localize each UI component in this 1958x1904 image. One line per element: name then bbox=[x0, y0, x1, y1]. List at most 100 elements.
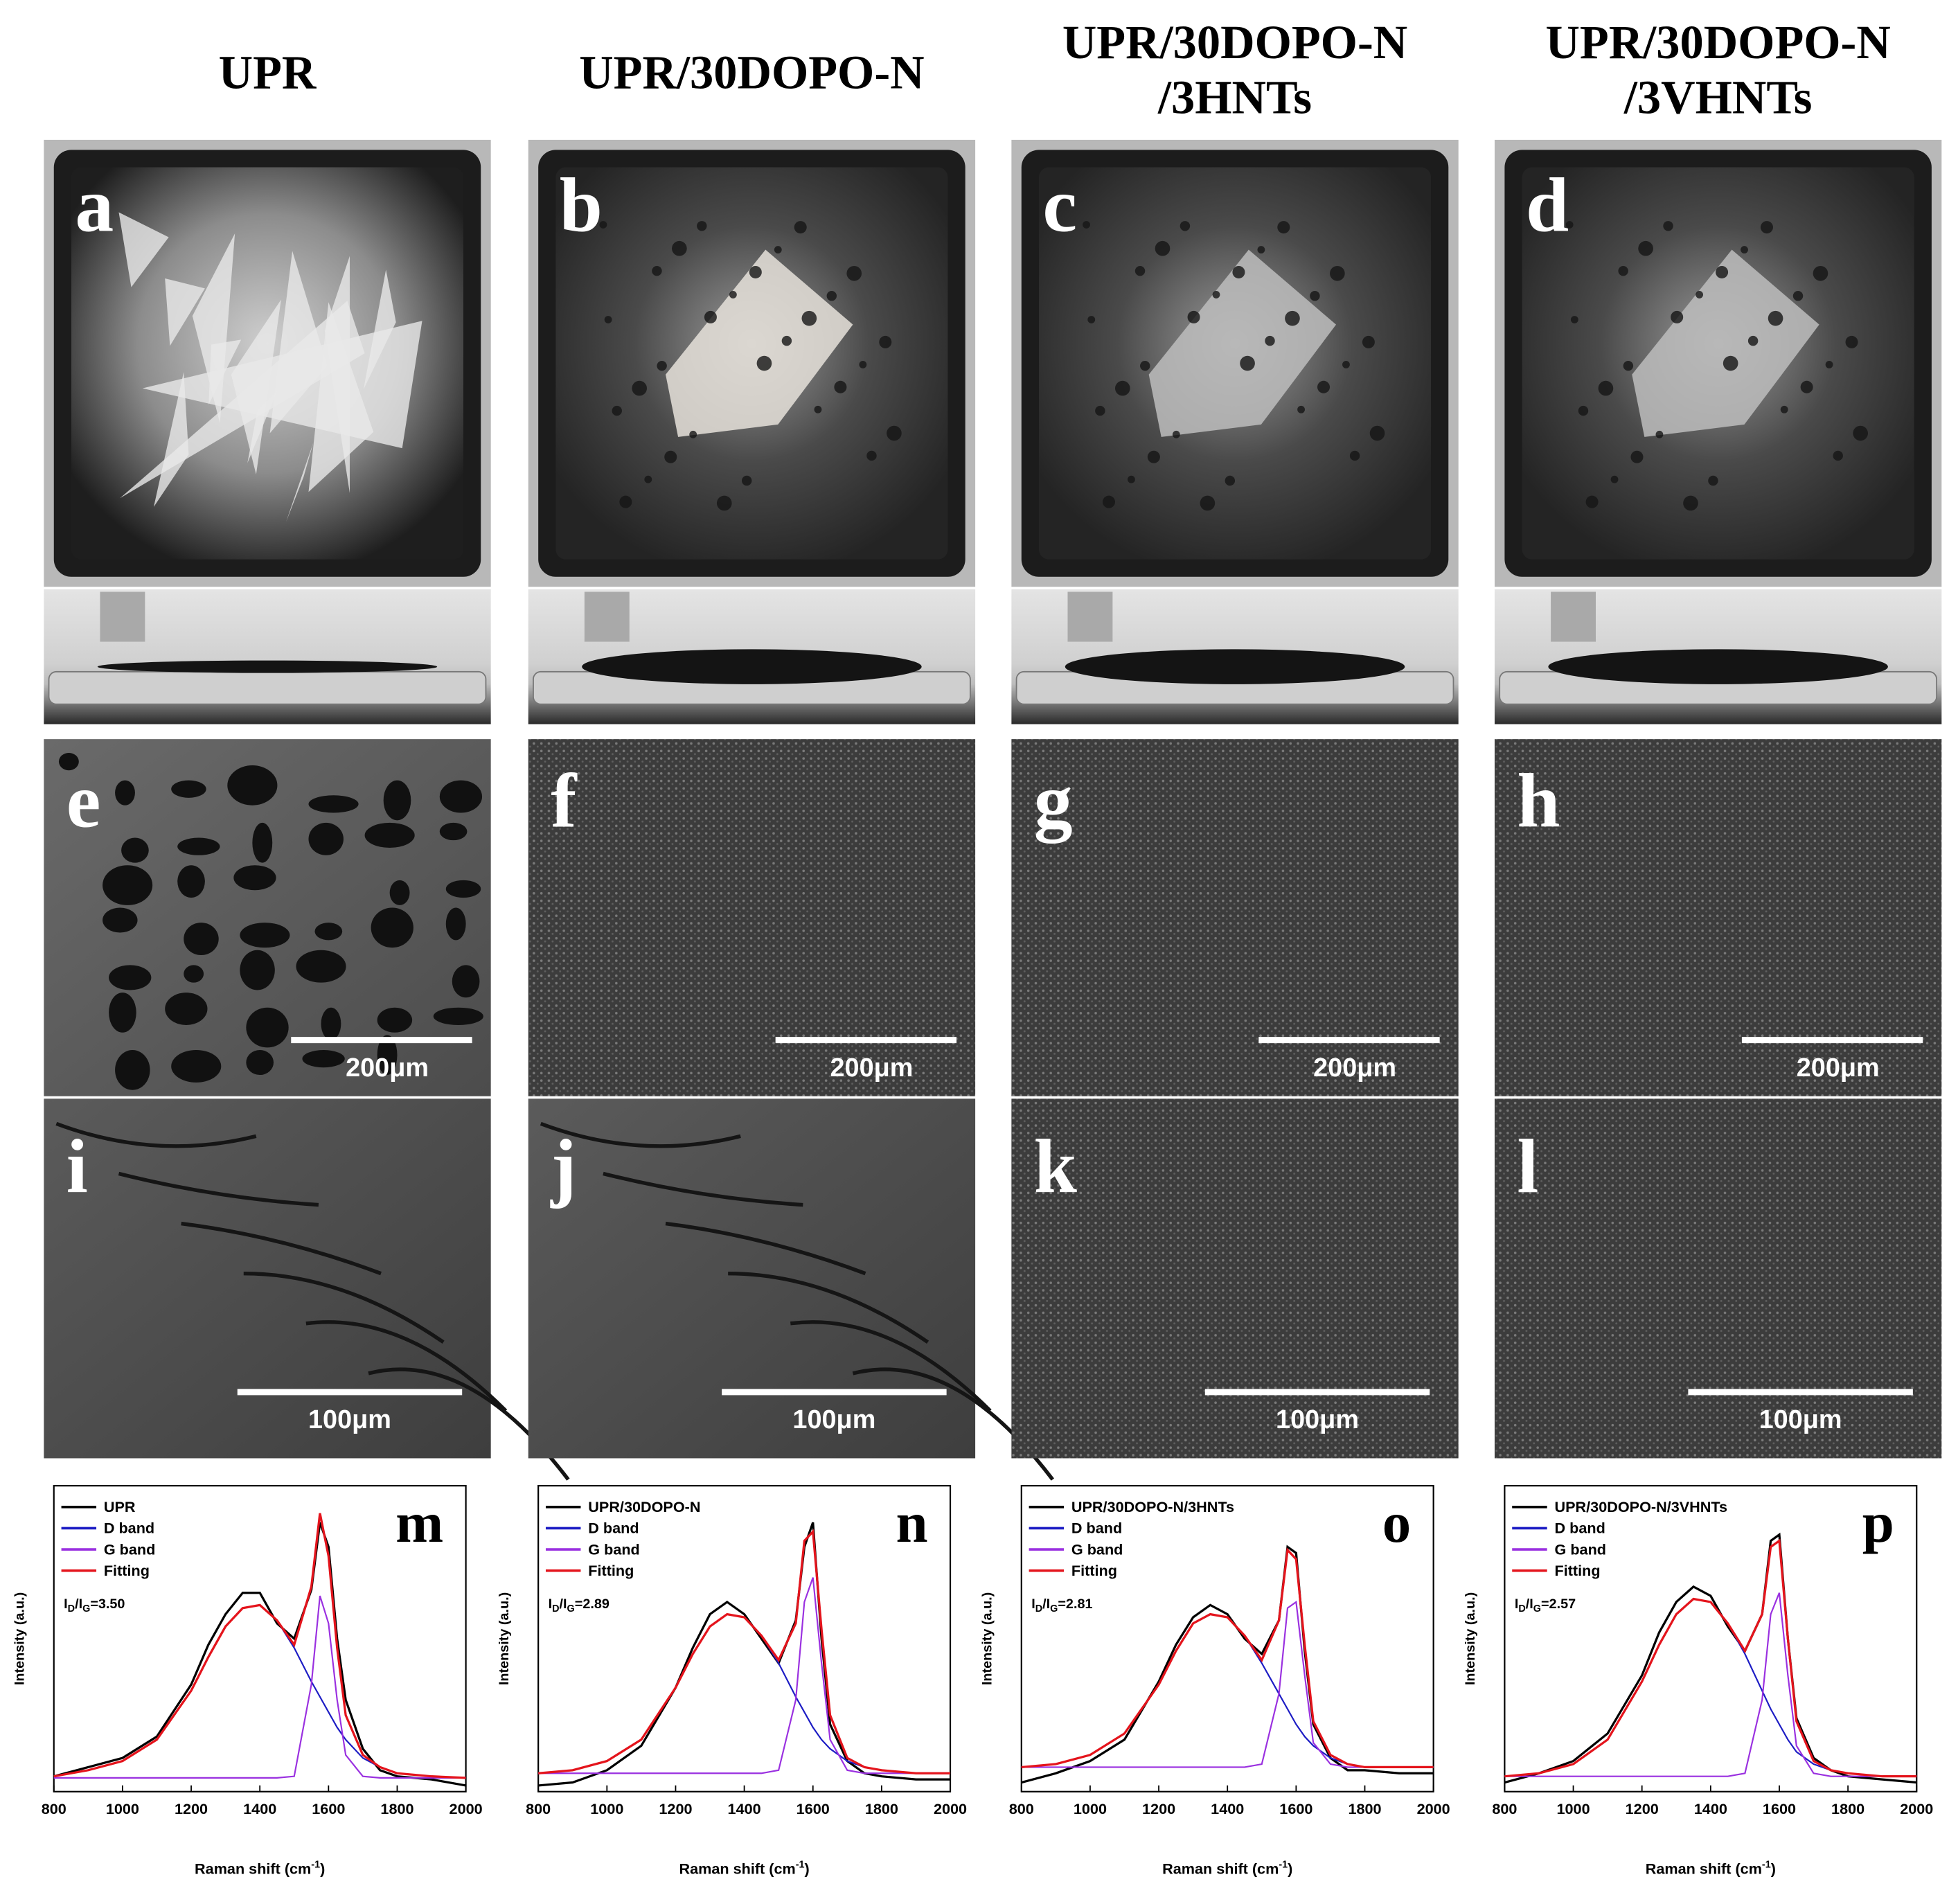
char-pore bbox=[1630, 450, 1644, 463]
panel-letter: f bbox=[551, 758, 578, 844]
y-axis-title: Intensity (a.u.) bbox=[12, 1592, 27, 1685]
panel-letter: e bbox=[66, 758, 101, 844]
legend-label: D band bbox=[1555, 1520, 1605, 1537]
ratio-subscript: D bbox=[68, 1603, 75, 1614]
y-axis-title: Intensity (a.u.) bbox=[980, 1592, 995, 1685]
char-pore bbox=[1833, 450, 1843, 461]
sem-pore bbox=[171, 780, 206, 798]
char-pore bbox=[1095, 405, 1105, 416]
panel-letter: g bbox=[1034, 758, 1073, 844]
char-pore bbox=[749, 265, 762, 278]
x-axis-title: Raman shift (cm-1) bbox=[195, 1860, 325, 1878]
series-line bbox=[538, 1577, 951, 1774]
ratio-subscript: D bbox=[1035, 1603, 1042, 1614]
char-pore bbox=[1362, 335, 1375, 348]
ratio-subscript: G bbox=[1533, 1603, 1541, 1614]
panel-letter: b bbox=[560, 162, 603, 248]
x-tick-label: 1400 bbox=[1694, 1800, 1727, 1817]
ratio-text: /I bbox=[1526, 1596, 1533, 1612]
ratio-annotation: ID/IG=3.50 bbox=[64, 1596, 125, 1614]
char-pore bbox=[1317, 380, 1330, 393]
x-tick-label: 2000 bbox=[1900, 1800, 1933, 1817]
sem-crack bbox=[55, 1121, 257, 1148]
x-tick-label: 800 bbox=[42, 1800, 66, 1817]
char-pore bbox=[1813, 265, 1828, 281]
char-pore bbox=[1212, 291, 1220, 299]
char-pore bbox=[689, 430, 697, 438]
panel-letter: a bbox=[75, 162, 114, 248]
ratio-text: /I bbox=[560, 1596, 567, 1612]
sem-pore bbox=[165, 993, 208, 1025]
char-pore bbox=[1102, 495, 1115, 508]
photo-top bbox=[528, 139, 976, 587]
x-axis-title-part: ) bbox=[1288, 1860, 1292, 1878]
sem-crack bbox=[603, 1171, 803, 1207]
x-tick-label: 1800 bbox=[1348, 1800, 1381, 1817]
sem-pore bbox=[184, 965, 204, 983]
panel-letter: h bbox=[1517, 758, 1560, 844]
column-title: /3VHNTs bbox=[1623, 71, 1812, 124]
legend-label: D band bbox=[588, 1520, 639, 1537]
sem-pore bbox=[308, 795, 359, 813]
x-tick-label: 1600 bbox=[1763, 1800, 1796, 1817]
x-tick-label: 800 bbox=[526, 1800, 551, 1817]
ratio-text: /I bbox=[1042, 1596, 1050, 1612]
sem-image bbox=[1011, 1098, 1459, 1459]
legend-label: UPR/30DOPO-N bbox=[588, 1498, 700, 1515]
panel-letter: m bbox=[395, 1491, 443, 1554]
x-tick-label: 2000 bbox=[1417, 1800, 1450, 1817]
sem-crack bbox=[305, 1320, 508, 1412]
legend-label: Fitting bbox=[1555, 1562, 1601, 1579]
sem-pore bbox=[103, 865, 153, 905]
panel-letter: o bbox=[1382, 1491, 1411, 1554]
plot-frame bbox=[1020, 1485, 1434, 1792]
char-pore bbox=[1585, 495, 1599, 508]
residue-patch bbox=[1632, 249, 1819, 437]
sem-pore bbox=[246, 1050, 274, 1076]
x-tick-label: 1600 bbox=[796, 1800, 830, 1817]
char-pore bbox=[1342, 360, 1350, 368]
char-pore bbox=[619, 495, 632, 508]
sem-image bbox=[1494, 1098, 1942, 1459]
char-pore bbox=[866, 450, 877, 461]
sem-crack bbox=[665, 1221, 866, 1276]
char-pore bbox=[1780, 405, 1788, 413]
legend-label: UPR bbox=[104, 1498, 136, 1515]
char-pore bbox=[1257, 246, 1265, 253]
char-pore bbox=[1825, 360, 1833, 368]
panel-letter: l bbox=[1517, 1124, 1538, 1210]
legend-label: Fitting bbox=[1071, 1562, 1117, 1579]
ruler bbox=[100, 591, 145, 642]
x-axis-title-sup: -1 bbox=[311, 1860, 320, 1871]
legend-label: UPR/30DOPO-N/3HNTs bbox=[1071, 1498, 1234, 1515]
sem-pore bbox=[389, 880, 410, 905]
x-tick-label: 1600 bbox=[312, 1800, 345, 1817]
char-pore bbox=[1232, 265, 1245, 278]
x-axis-title-part: Raman shift (cm bbox=[1162, 1860, 1279, 1878]
legend-label: G band bbox=[104, 1540, 155, 1558]
panel-letter: i bbox=[66, 1124, 88, 1210]
scale-label: 200μm bbox=[1797, 1053, 1880, 1083]
sem-image bbox=[528, 739, 976, 1096]
x-tick-label: 1000 bbox=[106, 1800, 139, 1817]
x-axis-title: Raman shift (cm-1) bbox=[1162, 1860, 1292, 1878]
ratio-text: /I bbox=[75, 1596, 82, 1612]
x-axis-title-part: ) bbox=[805, 1860, 810, 1878]
x-tick-label: 1800 bbox=[1831, 1800, 1864, 1817]
char-pore bbox=[1655, 430, 1664, 438]
foil-flake bbox=[286, 442, 314, 522]
ratio-subscript: G bbox=[567, 1603, 575, 1614]
scale-label: 100μm bbox=[1759, 1405, 1842, 1434]
y-axis-title: Intensity (a.u.) bbox=[497, 1592, 512, 1685]
char-pore bbox=[632, 380, 648, 396]
sem-crack bbox=[728, 1271, 929, 1344]
x-tick-label: 1000 bbox=[1074, 1800, 1107, 1817]
char-pore bbox=[1663, 221, 1673, 231]
x-tick-label: 1200 bbox=[659, 1800, 692, 1817]
x-tick-label: 1400 bbox=[243, 1800, 276, 1817]
char-pore bbox=[612, 405, 622, 416]
scale-label: 100μm bbox=[308, 1405, 391, 1434]
x-tick-label: 1200 bbox=[1142, 1800, 1175, 1817]
char-pore bbox=[1187, 310, 1200, 323]
plot-frame bbox=[1504, 1485, 1918, 1792]
